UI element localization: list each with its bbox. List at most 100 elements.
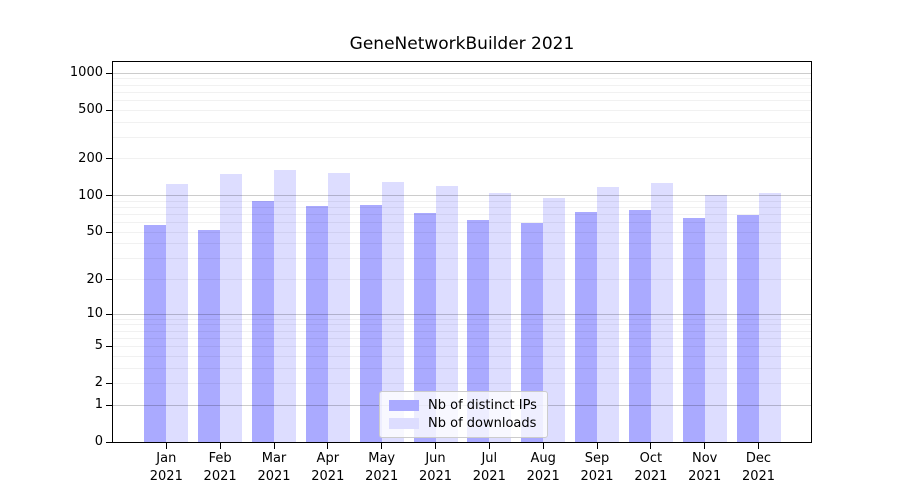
bar-downloads-nov [704, 195, 727, 442]
x-tick-month: Aug [530, 451, 556, 466]
x-tick-month: Mar [261, 451, 287, 466]
bar-distinct-ips-apr [305, 205, 328, 442]
x-tick-label-feb: Feb 2021 [188, 450, 252, 486]
y-tick-label-500: 500 [78, 102, 103, 118]
y-tick-label-200: 200 [78, 150, 103, 166]
y-tick-label-10: 10 [86, 306, 103, 321]
x-tick-label-jun: Jun 2021 [404, 450, 468, 486]
gridline-minor-900 [113, 78, 811, 80]
gridline-major-100 [113, 195, 811, 197]
x-tick-mark-apr [327, 443, 329, 449]
gridline-minor-600 [113, 100, 811, 101]
y-tick-label-5: 5 [94, 338, 103, 354]
x-tick-label-oct: Oct 2021 [619, 450, 683, 486]
gridline-minor-400 [113, 121, 811, 123]
x-tick-year: 2021 [741, 469, 776, 484]
gridline-minor-2 [113, 382, 811, 384]
x-tick-month: Feb [208, 451, 232, 466]
x-tick-year: 2021 [634, 469, 668, 484]
x-tick-mark-feb [219, 443, 221, 449]
x-tick-mark-nov [704, 443, 706, 449]
x-tick-month: Dec [745, 451, 772, 466]
y-tick-mark-0 [106, 441, 113, 443]
x-tick-mark-may [381, 443, 383, 449]
x-tick-month: Sep [584, 451, 610, 466]
x-tick-year: 2021 [688, 469, 722, 484]
x-tick-label-jan: Jan 2021 [134, 450, 198, 486]
x-tick-month: Apr [316, 451, 340, 466]
x-tick-label-sep: Sep 2021 [565, 450, 629, 486]
gridline-minor-200 [113, 158, 811, 160]
bar-downloads-sep [597, 186, 619, 442]
bar-distinct-ips-may [359, 204, 382, 442]
x-tick-mark-jul [488, 443, 490, 449]
gridline-minor-700 [113, 91, 811, 93]
bar-distinct-ips-feb [198, 230, 221, 442]
x-tick-year: 2021 [580, 469, 614, 484]
bars-layer [113, 62, 811, 442]
legend-label-downloads: Nb of downloads [428, 415, 537, 431]
gridline-minor-4 [113, 355, 811, 357]
gridline-minor-60 [113, 222, 811, 224]
x-tick-month: Oct [639, 451, 663, 466]
x-tick-year: 2021 [472, 469, 506, 484]
gridline-minor-9 [113, 318, 811, 320]
y-tick-label-100: 100 [78, 187, 103, 203]
legend-swatch-downloads [389, 417, 419, 429]
bar-distinct-ips-jul [467, 220, 490, 442]
x-tick-label-nov: Nov 2021 [673, 450, 737, 486]
y-tick-mark-1000 [106, 72, 113, 74]
chart-title: GeneNetworkBuilder 2021 [349, 34, 575, 54]
bar-distinct-ips-jun [413, 213, 436, 442]
y-tick-label-50: 50 [86, 224, 103, 240]
bar-downloads-oct [650, 182, 673, 442]
bar-distinct-ips-oct [628, 209, 651, 442]
gridline-minor-3 [113, 367, 811, 369]
gridline-minor-500 [113, 109, 811, 111]
gridline-minor-40 [113, 243, 811, 245]
x-tick-mark-sep [596, 443, 598, 449]
x-tick-month: Jul [481, 451, 498, 466]
bar-downloads-may [381, 181, 404, 442]
x-tick-year: 2021 [418, 469, 453, 484]
x-tick-label-mar: Mar 2021 [242, 450, 306, 486]
gridline-minor-50 [113, 231, 811, 233]
bar-downloads-feb [220, 174, 243, 442]
x-tick-year: 2021 [257, 469, 291, 484]
x-tick-year: 2021 [365, 469, 399, 484]
y-tick-mark-200 [106, 158, 113, 160]
bar-distinct-ips-jan [144, 225, 167, 442]
y-tick-mark-10 [106, 313, 113, 315]
x-tick-label-dec: Dec 2021 [727, 450, 791, 486]
gridline-minor-7 [113, 330, 811, 332]
x-tick-mark-mar [273, 443, 275, 449]
legend: Nb of distinct IPs Nb of downloads [379, 391, 548, 438]
x-tick-mark-oct [650, 443, 652, 449]
x-tick-year: 2021 [311, 469, 345, 484]
y-tick-mark-50 [106, 231, 113, 233]
y-tick-label-1: 1 [94, 397, 103, 412]
legend-label-distinct-ips: Nb of distinct IPs [428, 397, 537, 413]
legend-item-distinct-ips: Nb of distinct IPs [389, 396, 537, 414]
gridline-minor-8 [113, 324, 811, 326]
y-tick-label-1000: 1000 [69, 65, 103, 81]
legend-swatch-distinct-ips [389, 399, 419, 411]
gridline-minor-70 [113, 214, 811, 215]
gridline-minor-20 [113, 279, 811, 280]
y-tick-label-20: 20 [86, 271, 103, 287]
gridline-minor-5 [113, 345, 811, 347]
x-tick-month: Jan [156, 451, 177, 466]
bar-downloads-jan [166, 184, 189, 442]
bar-downloads-mar [274, 169, 296, 442]
y-tick-mark-2 [106, 382, 113, 384]
y-tick-label-2: 2 [94, 375, 103, 391]
x-tick-year: 2021 [149, 469, 183, 484]
legend-item-downloads: Nb of downloads [389, 414, 537, 432]
x-tick-mark-dec [758, 443, 759, 449]
gridline-minor-300 [113, 136, 811, 138]
gridline-minor-30 [113, 258, 811, 260]
gridline-minor-90 [113, 200, 811, 202]
x-tick-label-apr: Apr 2021 [296, 450, 360, 486]
y-tick-mark-20 [106, 279, 113, 280]
